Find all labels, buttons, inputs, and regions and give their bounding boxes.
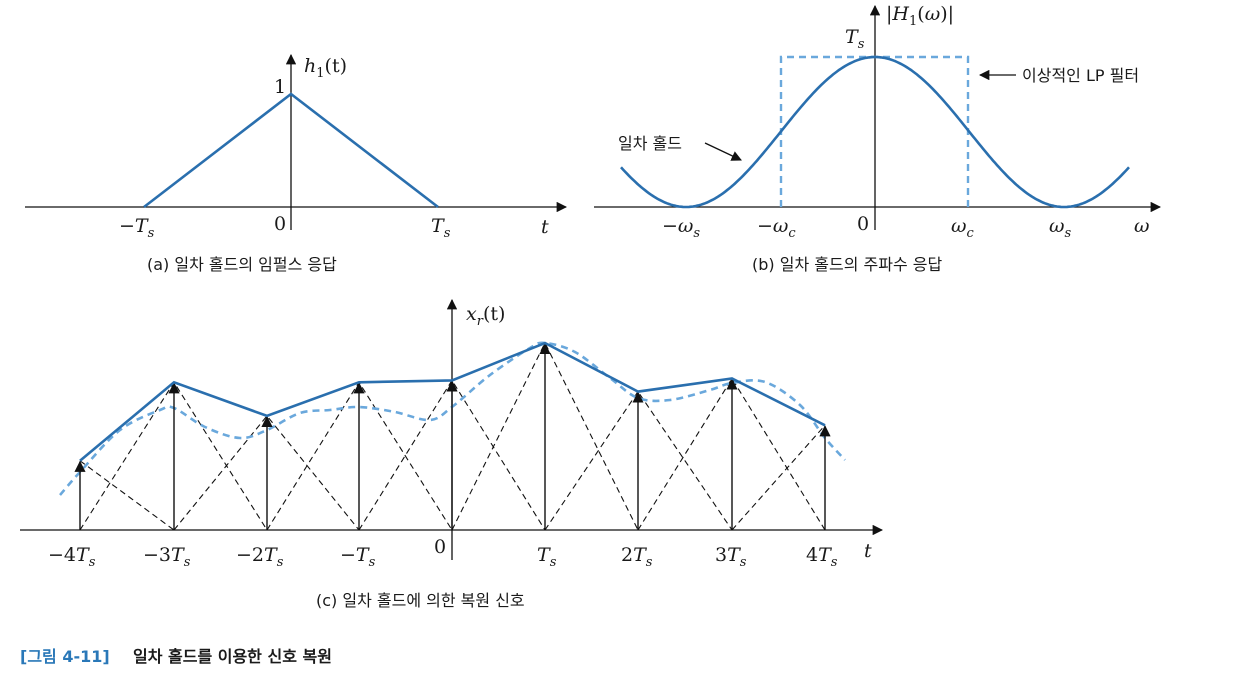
- panel-b-tick-zero: 0: [857, 213, 869, 235]
- figure-title-text: 일차 홀드를 이용한 신호 복원: [133, 647, 332, 666]
- panel-a-tick-neg-ts: −Ts: [119, 215, 155, 241]
- panel-b-tick-pos-omega-s: ωs: [1049, 215, 1072, 241]
- panel-b-ideal-filter-label: 이상적인 LP 필터: [1022, 66, 1139, 85]
- panel-c-tick-neg4ts: −4Ts: [48, 544, 96, 570]
- panel-c-caption: (c) 일차 홀드에 의한 복원 신호: [316, 591, 525, 610]
- panel-a-tick-zero: 0: [274, 213, 286, 235]
- panel-c-reconstructed-signal: [79, 341, 826, 462]
- panel-b-peak-label: Ts: [845, 26, 865, 52]
- panel-a-caption: (a) 일차 홀드의 임펄스 응답: [147, 255, 337, 274]
- panel-c-tick-neg3ts: −3Ts: [143, 544, 191, 570]
- panel-b-tick-neg-omega-s: −ωs: [662, 215, 700, 241]
- panel-b-x-label: ω: [1134, 215, 1150, 237]
- panel-a-peak-label: 1: [274, 76, 286, 98]
- panel-c-tick-4ts: 4Ts: [806, 544, 838, 570]
- panel-a-y-label: h1(t): [304, 55, 347, 81]
- panel-a-x-label: t: [541, 216, 549, 238]
- panel-c-triangle-kernel: [731, 424, 826, 531]
- figure-tag: [그림 4-11]: [20, 647, 110, 666]
- panel-c-tick-ts: Ts: [537, 544, 557, 570]
- panel-b-first-order-hold-label: 일차 홀드: [618, 134, 682, 153]
- panel-b-tick-pos-omega-c: ωc: [951, 215, 975, 241]
- panel-c-signal-group: [59, 341, 846, 531]
- panel-b-y-label: |H1(ω)|: [886, 3, 954, 29]
- panel-c-x-label: t: [864, 540, 872, 562]
- panel-c: xr(t) −4Ts −3Ts −2Ts −Ts 0 Ts 2Ts 3Ts 4T…: [20, 298, 884, 610]
- panel-b-caption: (b) 일차 홀드의 주파수 응답: [752, 255, 942, 274]
- panel-c-tick-negts: −Ts: [340, 544, 376, 570]
- panel-b: |H1(ω)| Ts 이상적인 LP 필터 일차 홀드 −ωs −ωc 0 ωc…: [594, 3, 1162, 274]
- panel-a: h1(t) 1 −Ts 0 Ts t (a) 일차 홀드의 임펄스 응답: [25, 53, 568, 274]
- panel-c-tick-2ts: 2Ts: [621, 544, 653, 570]
- panel-a-triangle-impulse-response: [143, 92, 439, 209]
- panel-c-triangle-kernel: [79, 460, 175, 531]
- panel-c-y-label: xr(t): [466, 303, 505, 329]
- panel-c-tick-3ts: 3Ts: [715, 544, 747, 570]
- panel-b-tick-neg-omega-c: −ωc: [757, 215, 796, 241]
- panel-b-first-order-hold-arrow: [704, 142, 742, 161]
- panel-c-triangle-kernel: [173, 415, 360, 531]
- panel-c-tick-neg2ts: −2Ts: [236, 544, 284, 570]
- panel-c-triangle-kernel: [358, 379, 546, 531]
- figure-title: [그림 4-11] 일차 홀드를 이용한 신호 복원: [20, 647, 332, 666]
- panel-a-tick-pos-ts: Ts: [431, 215, 451, 241]
- panel-c-tick-zero: 0: [434, 536, 446, 558]
- panel-b-first-order-hold-response: [620, 55, 1130, 209]
- panel-c-triangle-kernel: [544, 390, 733, 531]
